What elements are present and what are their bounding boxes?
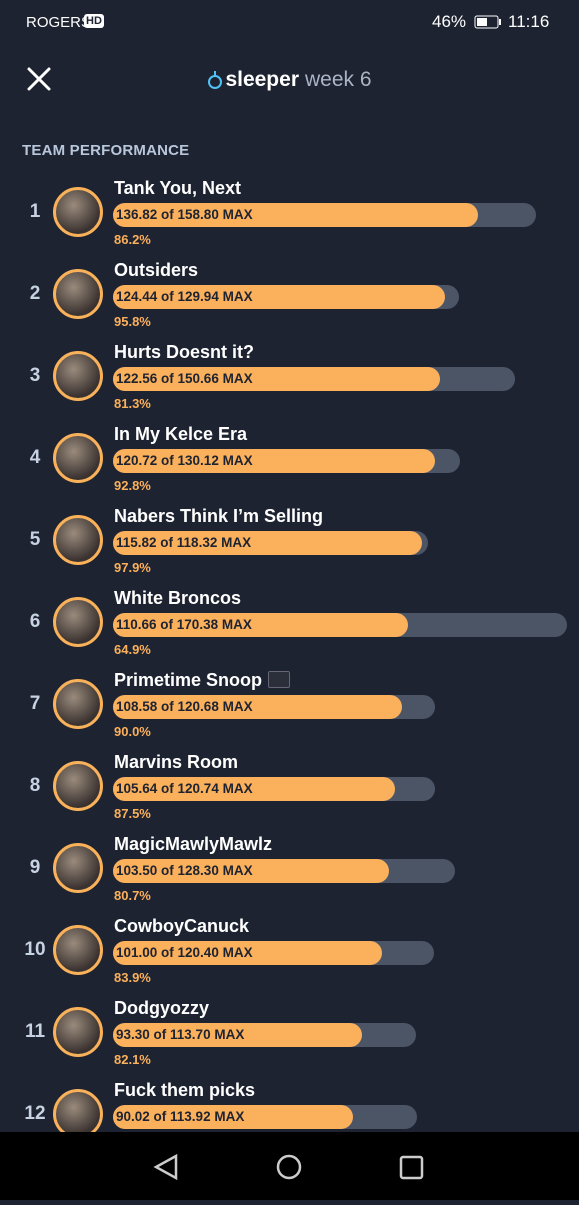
- rank: 2: [29, 283, 41, 304]
- score-text: 115.82 of 118.32 MAX: [116, 535, 252, 550]
- points-bar: [113, 1023, 362, 1047]
- avatar: [53, 679, 103, 729]
- percent: 97.9%: [114, 560, 151, 575]
- score-text: 136.82 of 158.80 MAX: [116, 207, 253, 222]
- percent: 86.2%: [114, 232, 151, 247]
- avatar: [53, 925, 103, 975]
- team-name: Hurts Doesnt it?: [114, 342, 255, 362]
- rank: 8: [29, 775, 41, 796]
- team-name: In My Kelce Era: [114, 424, 248, 444]
- rank: 3: [29, 365, 41, 386]
- team-name: Dodgyozzy: [114, 998, 210, 1018]
- battery-icon: [474, 15, 501, 29]
- week: week 6: [305, 68, 372, 91]
- score-text: 108.58 of 120.68 MAX: [116, 699, 253, 714]
- score-text: 101.00 of 120.40 MAX: [116, 945, 253, 960]
- points-bar: [113, 941, 383, 965]
- team-name: Nabers Think I’m Selling: [114, 506, 324, 526]
- rank: 11: [24, 1021, 46, 1042]
- points-bar: [113, 449, 435, 473]
- rank: 6: [29, 611, 41, 632]
- rank: 9: [29, 857, 41, 878]
- team-name: Primetime Snoop: [114, 670, 291, 691]
- section-title: TEAM PERFORMANCE: [22, 142, 190, 159]
- clock: 11:16: [508, 12, 550, 31]
- team-list: 1 Tank You, Next 136.82 of 158.80 MAX 86.2%…: [0, 170, 579, 1132]
- points-bar: [113, 203, 478, 227]
- rank: 5: [29, 529, 41, 550]
- home-button[interactable]: [276, 1154, 302, 1180]
- points-bar: [113, 859, 389, 883]
- score-text: 90.02 of 113.92 MAX: [116, 1109, 245, 1124]
- score-text: 103.50 of 128.30 MAX: [116, 863, 253, 878]
- points-bar: [113, 285, 445, 309]
- points-bar: [113, 695, 403, 719]
- team-name: Outsiders: [114, 260, 199, 280]
- avatar: [53, 1089, 103, 1132]
- percent: 81.3%: [114, 396, 151, 411]
- close-button[interactable]: [26, 66, 52, 92]
- score-text: 122.56 of 150.66 MAX: [116, 371, 253, 386]
- avatar: [53, 515, 103, 565]
- network: HD: [84, 14, 104, 28]
- percent: 83.9%: [114, 970, 151, 985]
- brand: sleeper: [225, 68, 299, 91]
- team-name: White Broncos: [114, 588, 242, 608]
- avatar: [53, 843, 103, 893]
- avatar: [53, 761, 103, 811]
- score-text: 120.72 of 130.12 MAX: [116, 453, 253, 468]
- avatar: [53, 433, 103, 483]
- nav-bar: [0, 1132, 579, 1200]
- percent: 80.7%: [114, 888, 151, 903]
- percent: 90.0%: [114, 724, 151, 739]
- team-name: Marvins Room: [114, 752, 239, 772]
- recent-button[interactable]: [399, 1155, 424, 1180]
- score-text: 124.44 of 129.94 MAX: [116, 289, 253, 304]
- avatar: [53, 351, 103, 401]
- back-button[interactable]: [153, 1153, 178, 1181]
- score-text: 105.64 of 120.74 MAX: [116, 781, 253, 796]
- points-bar: [113, 367, 440, 391]
- status-bar: ROGERS HD 46% 11:16: [0, 0, 579, 44]
- flag-icon: [268, 671, 291, 688]
- percent: 87.5%: [114, 806, 151, 821]
- score-text: 110.66 of 170.38 MAX: [116, 617, 252, 632]
- avatar: [53, 269, 103, 319]
- carrier: ROGERS: [26, 14, 92, 31]
- avatar: [53, 597, 103, 647]
- percent: 64.9%: [114, 642, 151, 657]
- header: sleeper week 6: [0, 68, 579, 92]
- points-bar: [113, 613, 408, 637]
- team-name: CowboyCanuck: [114, 916, 250, 936]
- percent: 95.8%: [114, 314, 151, 329]
- avatar: [53, 187, 103, 237]
- rank: 10: [24, 939, 46, 960]
- percent: 92.8%: [114, 478, 151, 493]
- points-bar: [113, 531, 422, 555]
- avatar: [53, 1007, 103, 1057]
- battery: 46%: [432, 12, 467, 31]
- score-text: 93.30 of 113.70 MAX: [116, 1027, 245, 1042]
- points-bar: [113, 777, 395, 801]
- rank: 4: [29, 447, 41, 468]
- team-name: Fuck them picks: [114, 1080, 256, 1100]
- nav-icons: [153, 1153, 424, 1181]
- percent: 82.1%: [114, 1052, 151, 1067]
- rank: 7: [29, 693, 41, 714]
- points-bar: [113, 1105, 353, 1129]
- rank: 12: [24, 1103, 46, 1124]
- rank: 1: [29, 201, 41, 222]
- team-name: Tank You, Next: [114, 178, 242, 198]
- logo: [208, 71, 223, 89]
- team-name: MagicMawlyMawlz: [114, 834, 273, 854]
